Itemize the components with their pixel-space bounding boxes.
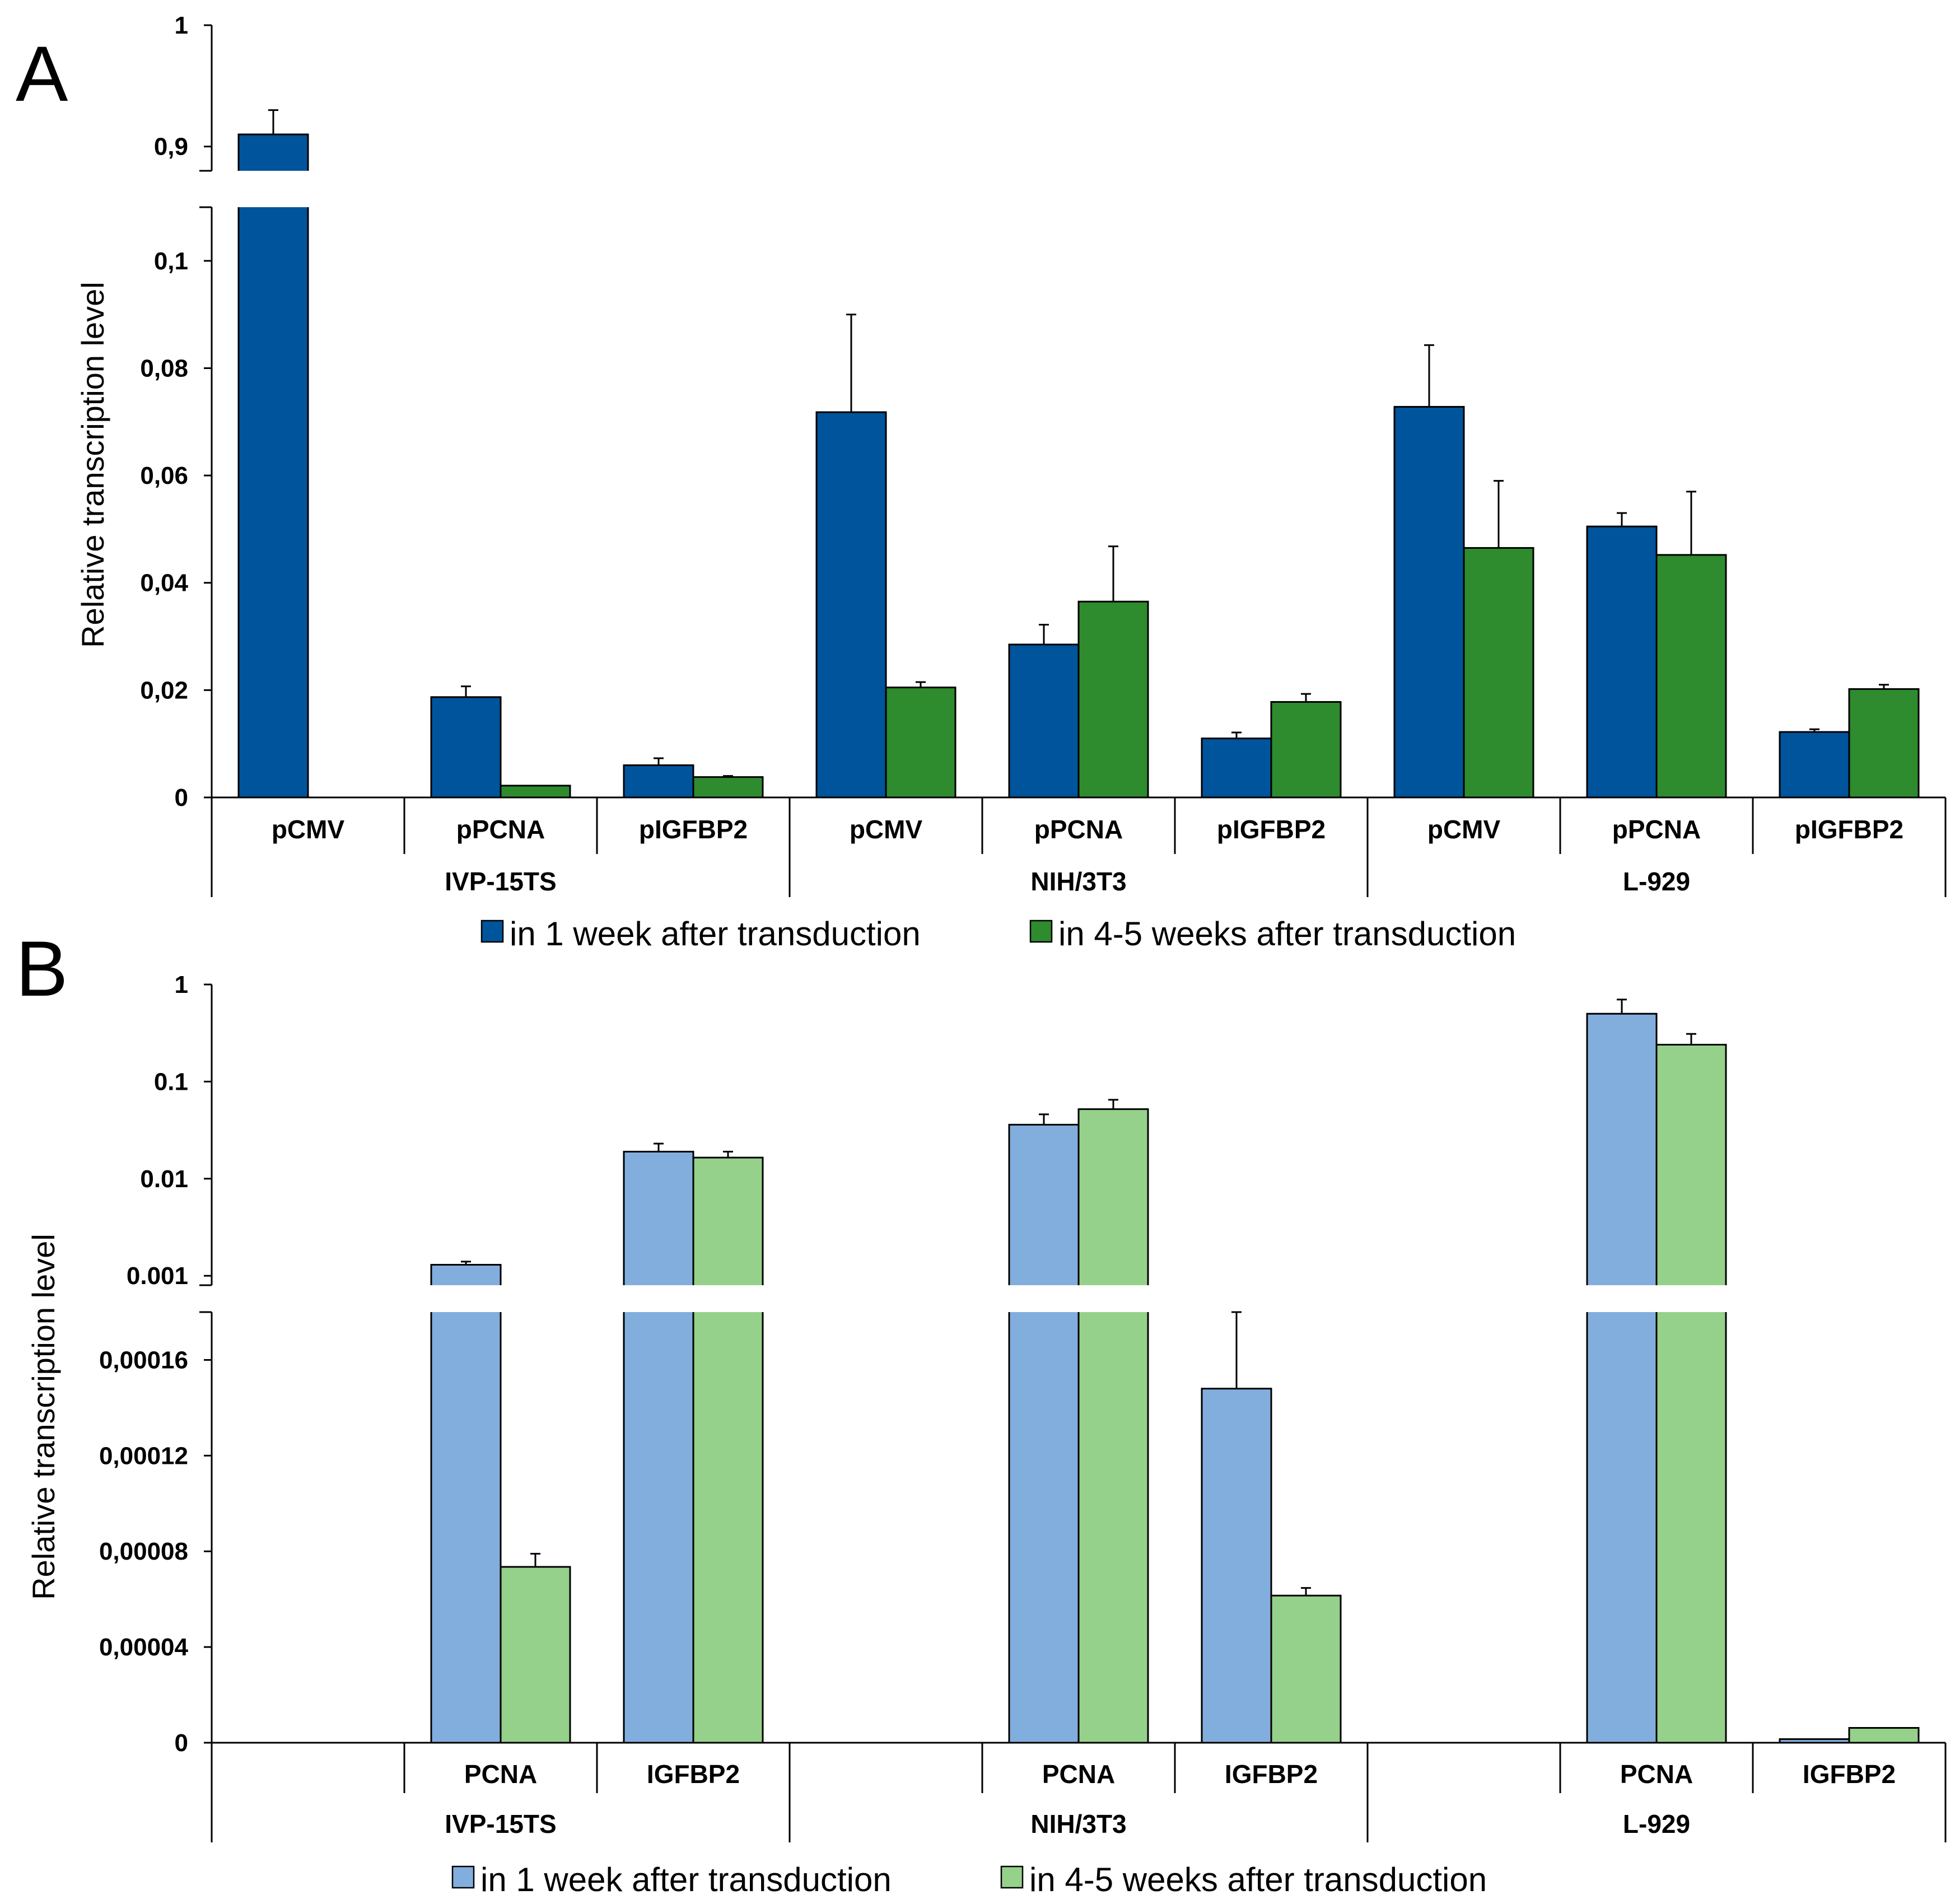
bar-s0-c1-upper-outline [430, 1263, 502, 1285]
x-category-label-0-1: PCNA [464, 1760, 537, 1789]
bar-s1-c4 [1077, 600, 1149, 799]
bar-s0-c2 [623, 764, 694, 799]
x-category-label-2-0: pCMV [1427, 815, 1501, 844]
bar-s0-c0-upper [239, 134, 308, 171]
x-group-label-0: IVP-15TS [445, 1809, 556, 1838]
bar-s0-c8 [1779, 731, 1850, 799]
legend-swatch-1 [1029, 920, 1053, 943]
bar-s1-c2-upper [693, 1158, 763, 1285]
x-category-label-1-1: PCNA [1042, 1760, 1115, 1789]
bar-s1-c6 [1463, 547, 1534, 799]
legend-label-0: in 1 week after transduction [510, 915, 921, 953]
bar-s0-c7-lower [1587, 1312, 1657, 1743]
bar-s1-c4-upper [1079, 1109, 1148, 1285]
bar-s0-c7-upper [1587, 1014, 1657, 1285]
x-category-label-0-1: pPCNA [456, 815, 545, 844]
bar-s0-c6 [1393, 405, 1465, 799]
y-tick-label-lower-3: 0,00012 [99, 1442, 188, 1469]
bar-s0-c2-upper [624, 1151, 693, 1285]
x-group-label-2: L-929 [1623, 867, 1690, 896]
y-tick-label-lower-2: 0,00008 [99, 1538, 188, 1565]
bar-s1-c8 [1848, 1727, 1920, 1744]
bar-s1-c5 [1270, 701, 1342, 799]
legend-swatch-0 [451, 1865, 475, 1889]
panel-a-letter: A [16, 30, 68, 118]
bar-s1-c3 [885, 687, 956, 799]
x-group-label-2: L-929 [1623, 1809, 1690, 1838]
x-category-label-1-2: pIGFBP2 [1217, 815, 1326, 844]
legend-label-1: in 4-5 weeks after transduction [1029, 1861, 1487, 1898]
y-tick-label-lower-4: 0,00016 [99, 1346, 188, 1374]
x-category-label-0-2: pIGFBP2 [639, 815, 748, 844]
bar-s0-c5 [1201, 1388, 1272, 1744]
x-group-label-0: IVP-15TS [445, 867, 556, 896]
x-category-label-1-1: pPCNA [1034, 815, 1123, 844]
legend-label-1: in 4-5 weeks after transduction [1058, 915, 1516, 953]
bar-s0-c1 [430, 696, 502, 799]
y-tick-label-lower-1: 0,00004 [99, 1634, 189, 1661]
bar-s0-c2-lower [624, 1312, 693, 1743]
panel-b-letter: B [16, 925, 68, 1012]
bar-s1-c2-upper-outline [692, 1156, 764, 1285]
x-category-label-2-2: pIGFBP2 [1795, 815, 1903, 844]
bar-s1-c7-upper [1657, 1044, 1726, 1285]
x-category-label-0-0: pCMV [272, 815, 345, 844]
bar-s1-c4-lower [1079, 1312, 1148, 1743]
bar-s0-c0-lower [239, 207, 308, 797]
panel-a-chart: 0 0,02 0,04 0,06 0,08 0,1 0,9 1 pCMV pPCNA pIGFBP2… [140, 12, 1947, 953]
y-tick-label-lower-2: 0,04 [140, 570, 188, 597]
panel-b-chart: 0 0,00004 0,00008 0,00012 0,00016 0.001 0.01 0.… [99, 971, 1947, 1898]
y-tick-label-upper-1: 1 [175, 12, 188, 39]
x-category-label-1-0: pCMV [850, 815, 923, 844]
bar-s1-c2-lower [693, 1312, 763, 1743]
y-tick-label-upper-2: 0.1 [154, 1068, 188, 1095]
bar-s0-c4-upper [1009, 1124, 1079, 1285]
bar-s0-c7 [1586, 525, 1658, 799]
bar-s1-c8 [1848, 688, 1920, 799]
y-tick-label-upper-1: 0.01 [140, 1165, 188, 1193]
bar-s0-c3 [815, 411, 887, 799]
y-tick-label-upper-0: 0.001 [127, 1262, 188, 1290]
x-category-label-2-1: pPCNA [1612, 815, 1701, 844]
bar-s0-c5 [1201, 738, 1272, 799]
y-tick-label-upper-0: 0,9 [154, 133, 188, 161]
legend-label-0: in 1 week after transduction [480, 1861, 892, 1898]
y-tick-label-lower-5: 0,1 [154, 248, 188, 275]
bar-s1-c7 [1655, 554, 1727, 799]
panel-b-y-axis-label: Relative transcription level [26, 1234, 61, 1600]
bar-s0-c1-upper [431, 1264, 501, 1285]
y-tick-label-lower-0: 0 [175, 784, 188, 811]
x-category-label-1-2: IGFBP2 [1225, 1760, 1318, 1789]
bar-s1-c5 [1270, 1594, 1342, 1744]
bar-s1-c2 [692, 776, 764, 799]
x-category-label-2-1: PCNA [1620, 1760, 1693, 1789]
bar-s1-c1 [500, 785, 571, 799]
bar-s0-c4 [1008, 643, 1080, 799]
y-tick-label-upper-3: 1 [175, 971, 188, 998]
bar-s1-c1 [500, 1566, 571, 1744]
y-tick-label-lower-4: 0,08 [140, 354, 188, 382]
x-group-label-1: NIH/3T3 [1030, 1809, 1126, 1838]
legend-swatch-0 [480, 920, 504, 943]
y-tick-label-lower-3: 0,06 [140, 462, 188, 489]
x-category-label-2-2: IGFBP2 [1803, 1760, 1896, 1789]
y-tick-label-lower-0: 0 [175, 1729, 188, 1757]
bar-s0-c1-lower [431, 1312, 501, 1743]
legend-swatch-1 [1000, 1865, 1024, 1889]
y-tick-label-lower-1: 0,02 [140, 676, 188, 704]
bar-s1-c7-lower [1657, 1312, 1726, 1743]
panel-a-y-axis-label: Relative transcription level [75, 282, 110, 648]
x-group-label-1: NIH/3T3 [1030, 867, 1126, 896]
x-category-label-0-2: IGFBP2 [647, 1760, 740, 1789]
bar-s0-c4-lower [1009, 1312, 1079, 1743]
